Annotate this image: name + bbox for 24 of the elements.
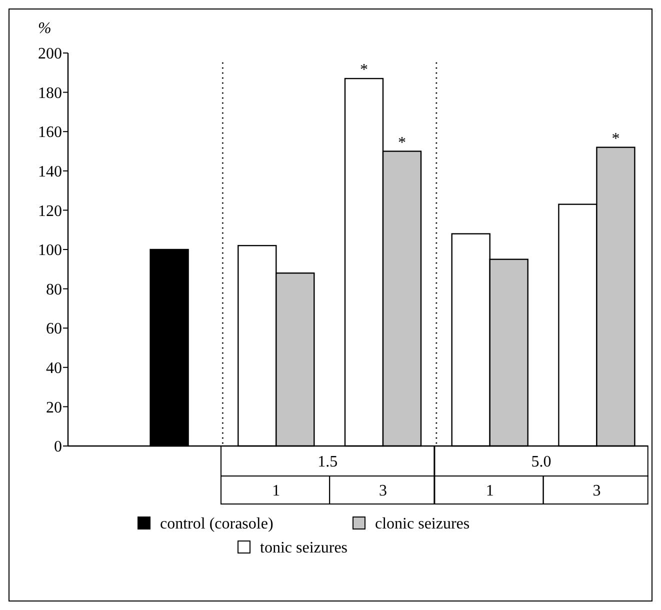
y-tick-label: 0 (54, 438, 62, 456)
text: 1.5 (318, 454, 338, 471)
data-label: * (360, 62, 368, 79)
x-tick-label: 3 (379, 482, 387, 500)
y-tick-label: 200 (38, 46, 62, 63)
x-tick-label: 1 (272, 482, 280, 500)
y-tick-label: 140 (38, 164, 62, 180)
y-tick-label: 160 (38, 124, 62, 142)
x-tick-label: 3 (592, 482, 601, 500)
y-tick-label: 40 (46, 360, 62, 377)
legend-label: clonic seizures (375, 516, 470, 533)
y-tick-label: 60 (46, 320, 62, 338)
data-label: * (612, 130, 620, 148)
y-tick-label: 180 (38, 84, 62, 102)
text: 5.0 (531, 454, 552, 471)
legend-label: tonic seizures (260, 540, 348, 557)
y-tick-label: 120 (38, 202, 62, 220)
y-tick-label: 80 (46, 281, 62, 298)
legend-label: control (corasole) (160, 516, 274, 533)
x-tick-label: 1 (486, 482, 494, 500)
y-axis-title: % (38, 20, 52, 37)
data-label: * (398, 134, 406, 152)
y-tick-label: 20 (46, 399, 62, 416)
y-tick-label: 100 (38, 242, 62, 260)
